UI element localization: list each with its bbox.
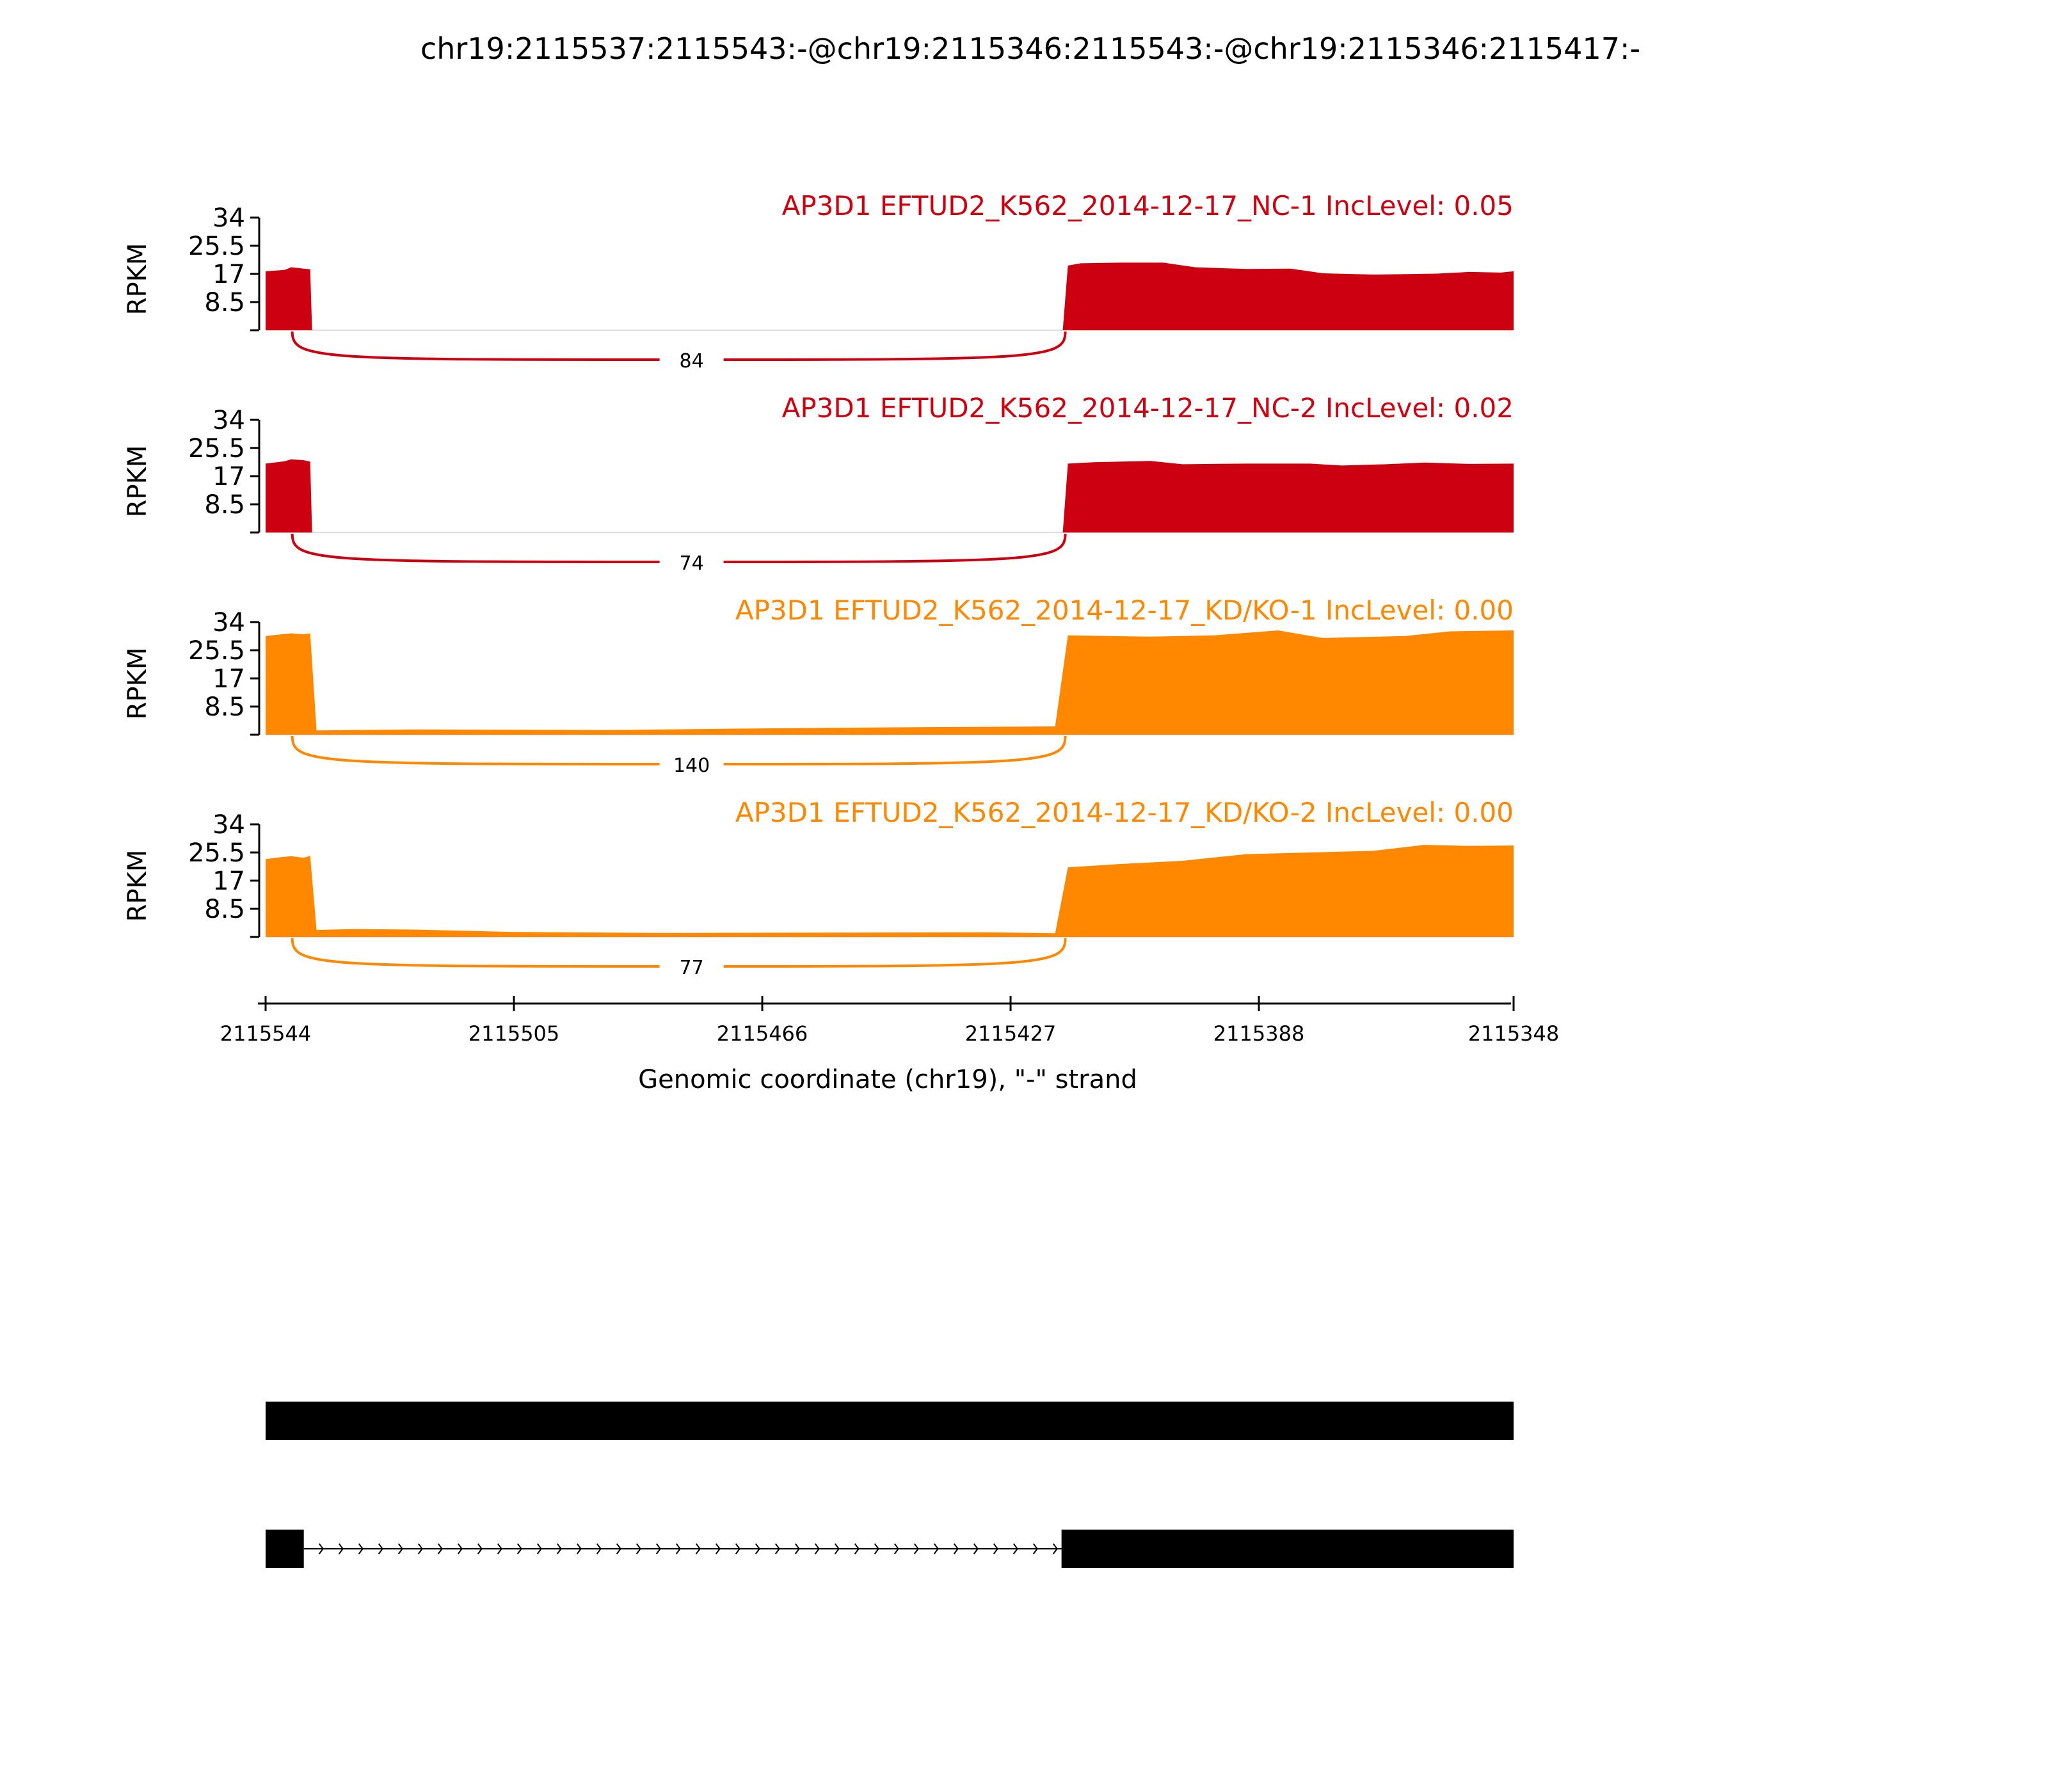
y-tick-label: 34 bbox=[212, 406, 245, 435]
strand-chevron bbox=[655, 1543, 661, 1555]
strand-chevron bbox=[318, 1543, 324, 1555]
strand-chevron bbox=[497, 1543, 502, 1555]
y-tick-label: 17 bbox=[212, 462, 245, 492]
strand-chevron bbox=[576, 1543, 582, 1555]
panel-label: AP3D1 EFTUD2_K562_2014-12-17_KD/KO-2 Inc… bbox=[735, 797, 1514, 828]
y-tick-label: 8.5 bbox=[204, 895, 245, 924]
panel-label: AP3D1 EFTUD2_K562_2014-12-17_KD/KO-1 Inc… bbox=[735, 595, 1514, 626]
y-tick-label: 8.5 bbox=[204, 288, 245, 317]
strand-chevron bbox=[735, 1543, 740, 1555]
strand-chevron bbox=[973, 1543, 979, 1555]
strand-chevron bbox=[437, 1543, 443, 1555]
strand-chevron bbox=[794, 1543, 800, 1555]
y-tick-label: 34 bbox=[212, 608, 245, 637]
strand-chevron bbox=[755, 1543, 760, 1555]
strand-chevron bbox=[417, 1543, 423, 1555]
junction-label-bg bbox=[659, 954, 724, 979]
strand-chevron bbox=[616, 1543, 621, 1555]
strand-chevron bbox=[378, 1543, 383, 1555]
strand-chevron bbox=[397, 1543, 403, 1555]
strand-chevron bbox=[913, 1543, 919, 1555]
x-axis: 2115544 2115505 2115466 2115427 2115388 21153… bbox=[220, 996, 1560, 1046]
y-tick-label: 17 bbox=[212, 260, 245, 289]
panel-label: AP3D1 EFTUD2_K562_2014-12-17_NC-1 IncLev… bbox=[782, 190, 1514, 221]
y-tick-label: 34 bbox=[212, 810, 245, 840]
y-tick-label: 17 bbox=[212, 867, 245, 896]
strand-chevron bbox=[457, 1543, 463, 1555]
strand-chevron bbox=[874, 1543, 879, 1555]
y-tick-label: 25.5 bbox=[188, 232, 245, 261]
strand-chevron bbox=[477, 1543, 483, 1555]
strand-chevron bbox=[893, 1543, 899, 1555]
strand-chevron bbox=[1012, 1543, 1018, 1555]
strand-chevron bbox=[953, 1543, 959, 1555]
y-axis-label: RPKM bbox=[123, 445, 152, 518]
junction-count-label: 74 bbox=[680, 552, 704, 575]
exon-block bbox=[266, 1402, 1514, 1440]
strand-chevron bbox=[675, 1543, 681, 1555]
chart-title: chr19:2115537:2115543:-@chr19:2115346:21… bbox=[420, 31, 1640, 66]
isoform-track-2 bbox=[266, 1530, 1514, 1568]
x-tick-label: 2115427 bbox=[965, 1021, 1057, 1046]
junction-count-label: 84 bbox=[680, 350, 704, 372]
strand-chevron bbox=[695, 1543, 701, 1555]
strand-chevron bbox=[536, 1543, 542, 1555]
strand-chevron bbox=[358, 1543, 364, 1555]
panel-label: AP3D1 EFTUD2_K562_2014-12-17_NC-2 IncLev… bbox=[782, 392, 1514, 424]
y-tick-label: 25.5 bbox=[188, 434, 245, 463]
y-tick-label: 25.5 bbox=[188, 838, 245, 868]
isoform-tracks bbox=[266, 1402, 1514, 1568]
strand-chevron bbox=[1052, 1543, 1058, 1555]
strand-chevron bbox=[556, 1543, 562, 1555]
coverage-area bbox=[266, 262, 1514, 330]
junction-count-label: 140 bbox=[673, 755, 710, 777]
junction-label-bg bbox=[659, 549, 724, 575]
y-tick-label: 25.5 bbox=[188, 636, 245, 666]
x-tick-label: 2115466 bbox=[717, 1021, 808, 1046]
strand-chevron bbox=[636, 1543, 641, 1555]
junction-label-bg bbox=[659, 347, 724, 372]
strand-chevron bbox=[993, 1543, 998, 1555]
strand-chevron bbox=[1032, 1543, 1038, 1555]
strand-chevron bbox=[596, 1543, 602, 1555]
x-tick-label: 2115505 bbox=[468, 1021, 560, 1046]
coverage-area bbox=[266, 630, 1514, 735]
y-tick-label: 8.5 bbox=[204, 490, 245, 520]
y-axis-label: RPKM bbox=[123, 648, 152, 720]
x-tick-label: 2115544 bbox=[220, 1021, 312, 1046]
x-tick-label: 2115388 bbox=[1213, 1021, 1305, 1046]
strand-chevron bbox=[814, 1543, 820, 1555]
y-tick-label: 34 bbox=[212, 204, 245, 233]
y-tick-label: 8.5 bbox=[204, 692, 245, 722]
y-axis-label: RPKM bbox=[123, 850, 152, 922]
y-tick-label: 17 bbox=[212, 664, 245, 694]
junction-label-bg bbox=[659, 751, 724, 777]
x-axis-label: Genomic coordinate (chr19), "-" strand bbox=[638, 1065, 1137, 1094]
y-axis-label: RPKM bbox=[123, 243, 152, 316]
coverage-area bbox=[266, 459, 1514, 532]
isoform-track-1 bbox=[266, 1402, 1514, 1440]
strand-chevron bbox=[715, 1543, 721, 1555]
strand-chevron bbox=[854, 1543, 860, 1555]
strand-chevron bbox=[338, 1543, 344, 1555]
strand-chevron bbox=[933, 1543, 939, 1555]
exon-block bbox=[266, 1530, 304, 1568]
strand-chevron bbox=[834, 1543, 840, 1555]
strand-chevron bbox=[774, 1543, 780, 1555]
strand-chevron bbox=[516, 1543, 522, 1555]
coverage-area bbox=[266, 845, 1514, 937]
x-tick-label: 2115348 bbox=[1468, 1021, 1560, 1046]
exon-block bbox=[1061, 1530, 1514, 1568]
junction-count-label: 77 bbox=[680, 957, 704, 979]
